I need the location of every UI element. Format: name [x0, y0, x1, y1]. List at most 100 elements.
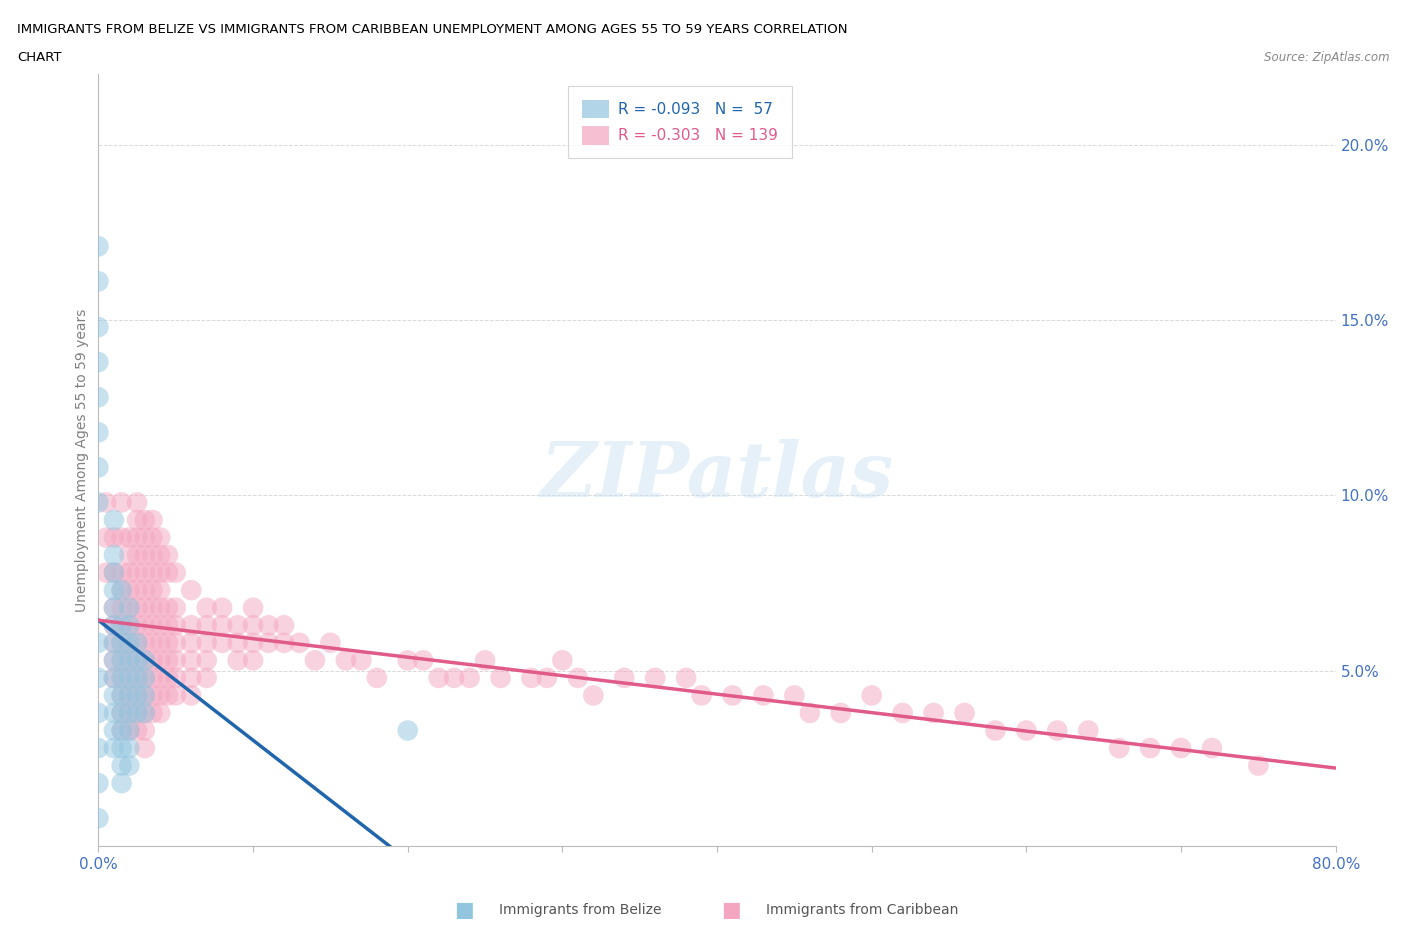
Point: [427, 671, 450, 685]
Point: [96, 565, 118, 580]
Point: [127, 671, 149, 685]
Point: [134, 635, 156, 650]
Point: [103, 724, 125, 738]
Point: [1139, 740, 1161, 755]
Point: [87, 776, 110, 790]
Point: [165, 671, 187, 685]
Point: [242, 618, 264, 632]
Point: [118, 635, 141, 650]
Point: [149, 565, 172, 580]
Point: [157, 548, 180, 563]
Point: [180, 618, 202, 632]
Point: [118, 706, 141, 721]
Point: [111, 653, 134, 668]
Point: [111, 653, 134, 668]
Point: [134, 688, 156, 703]
Point: [551, 653, 574, 668]
Point: [319, 635, 342, 650]
Point: [752, 688, 775, 703]
Point: [149, 583, 172, 598]
Point: [142, 565, 165, 580]
Point: [165, 600, 187, 615]
Point: [134, 688, 156, 703]
Legend: R = -0.093   N =  57, R = -0.303   N = 139: R = -0.093 N = 57, R = -0.303 N = 139: [568, 86, 792, 158]
Point: [180, 635, 202, 650]
Point: [103, 740, 125, 755]
Point: [195, 653, 218, 668]
Point: [860, 688, 883, 703]
Point: [127, 706, 149, 721]
Point: [1247, 758, 1270, 773]
Point: [149, 635, 172, 650]
Point: [165, 565, 187, 580]
Point: [721, 688, 744, 703]
Point: [134, 618, 156, 632]
Point: [1077, 724, 1099, 738]
Point: [127, 706, 149, 721]
Point: [127, 653, 149, 668]
Text: ■: ■: [454, 899, 474, 920]
Point: [118, 758, 141, 773]
Point: [127, 512, 149, 527]
Point: [103, 600, 125, 615]
Point: [111, 758, 134, 773]
Point: [103, 583, 125, 598]
Point: [127, 530, 149, 545]
Point: [396, 724, 419, 738]
Point: [157, 618, 180, 632]
Point: [87, 671, 110, 685]
Point: [149, 671, 172, 685]
Point: [157, 688, 180, 703]
Point: [127, 724, 149, 738]
Point: [118, 600, 141, 615]
Point: [134, 706, 156, 721]
Point: [87, 390, 110, 405]
Point: [118, 618, 141, 632]
Text: CHART: CHART: [17, 51, 62, 64]
Point: [149, 600, 172, 615]
Point: [536, 671, 558, 685]
Point: [520, 671, 543, 685]
Point: [87, 239, 110, 254]
Point: [142, 548, 165, 563]
Point: [984, 724, 1007, 738]
Point: [87, 460, 110, 475]
Point: [489, 671, 512, 685]
Point: [226, 635, 249, 650]
Point: [273, 618, 295, 632]
Point: [1046, 724, 1069, 738]
Point: [127, 618, 149, 632]
Point: [103, 653, 125, 668]
Point: [142, 688, 165, 703]
Point: [87, 274, 110, 289]
Point: [111, 688, 134, 703]
Point: [830, 706, 852, 721]
Point: [111, 724, 134, 738]
Point: [242, 653, 264, 668]
Point: [118, 600, 141, 615]
Point: [111, 530, 134, 545]
Point: [118, 706, 141, 721]
Point: [142, 706, 165, 721]
Point: [134, 583, 156, 598]
Point: [87, 706, 110, 721]
Point: [87, 425, 110, 440]
Point: [103, 671, 125, 685]
Point: [87, 740, 110, 755]
Point: [111, 635, 134, 650]
Point: [103, 688, 125, 703]
Point: [1108, 740, 1130, 755]
Text: Immigrants from Caribbean: Immigrants from Caribbean: [766, 902, 959, 917]
Point: [111, 565, 134, 580]
Point: [1201, 740, 1223, 755]
Text: Source: ZipAtlas.com: Source: ZipAtlas.com: [1264, 51, 1389, 64]
Point: [165, 653, 187, 668]
Point: [134, 565, 156, 580]
Point: [1015, 724, 1038, 738]
Text: ZIPatlas: ZIPatlas: [540, 439, 894, 512]
Point: [613, 671, 636, 685]
Point: [922, 706, 945, 721]
Point: [149, 653, 172, 668]
Point: [127, 635, 149, 650]
Point: [111, 600, 134, 615]
